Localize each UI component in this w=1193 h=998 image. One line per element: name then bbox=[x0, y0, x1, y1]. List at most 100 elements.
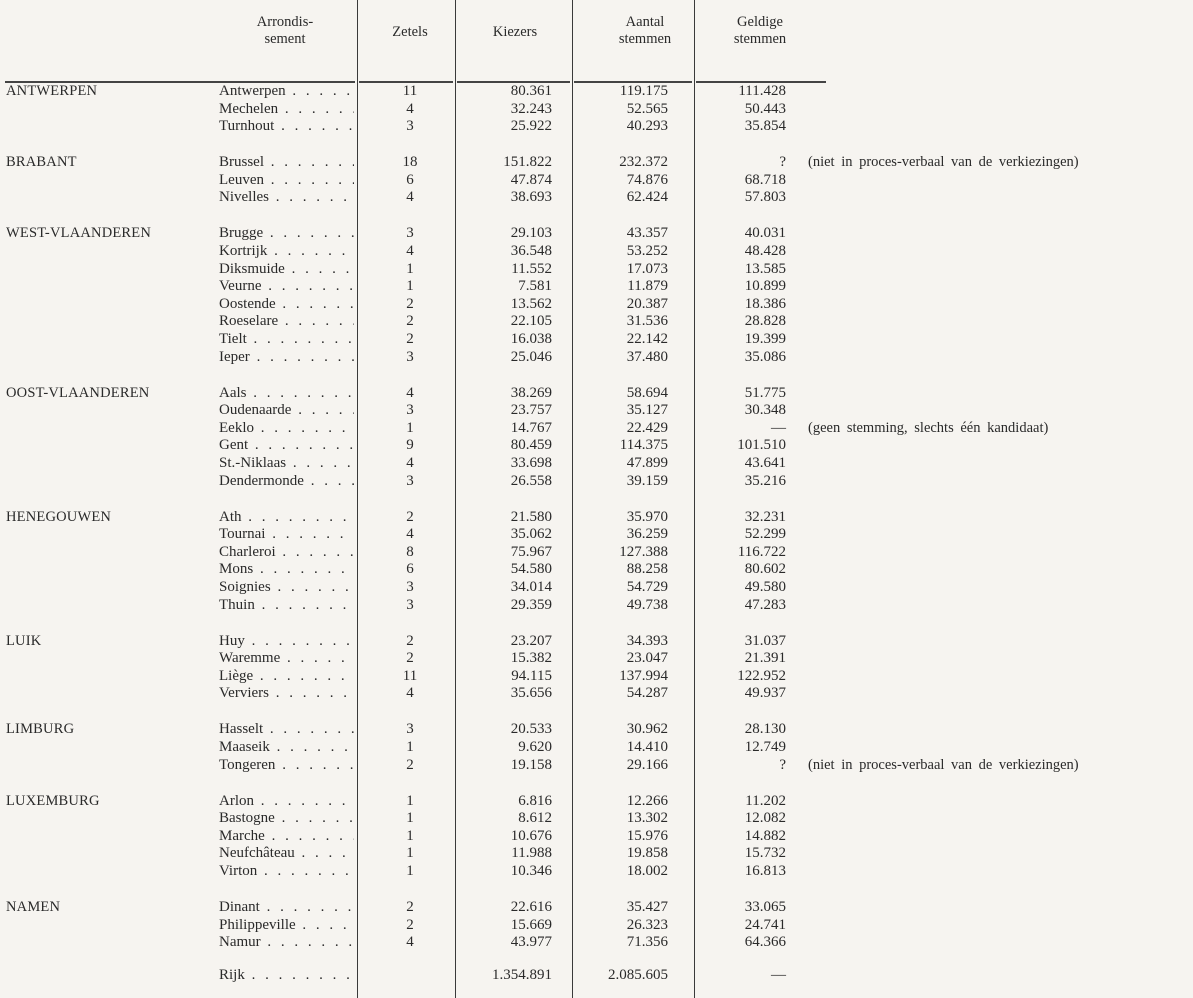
kiezers-value: 20.533 bbox=[510, 721, 552, 738]
geldige-stemmen-value: 49.937 bbox=[744, 685, 786, 702]
arrondissement-name: Verviers bbox=[219, 685, 354, 702]
geldige-stemmen-value: 28.828 bbox=[744, 313, 786, 330]
arrondissement-name: Leuven bbox=[219, 172, 354, 189]
aantal-stemmen-value: 29.166 bbox=[626, 756, 668, 773]
arrondissement-name: Nivelles bbox=[219, 189, 354, 206]
kiezers-value: 16.038 bbox=[510, 331, 552, 347]
geldige-stemmen-value: 51.775 bbox=[744, 384, 786, 401]
province-name: OOST-VLAANDEREN bbox=[6, 384, 150, 401]
zetels-value: 8 bbox=[406, 543, 414, 560]
arrondissement-name: Ieper bbox=[219, 349, 354, 366]
zetels-value: 3 bbox=[406, 472, 414, 489]
row-note: (niet in proces-verbaal van de verkiezin… bbox=[808, 154, 1079, 171]
header-rule bbox=[5, 81, 355, 83]
province-name: WEST-VLAANDEREN bbox=[6, 225, 152, 242]
aantal-stemmen-value: 34.393 bbox=[626, 632, 668, 649]
kiezers-value: 80.361 bbox=[510, 83, 552, 99]
arrondissement-name: Diksmuide bbox=[219, 261, 354, 278]
kiezers-value: 15.669 bbox=[510, 916, 552, 933]
geldige-stemmen-value: 21.391 bbox=[744, 650, 786, 667]
arrondissement-name: Oostende bbox=[219, 296, 354, 313]
aantal-stemmen-value: 35.427 bbox=[626, 899, 668, 915]
geldige-stemmen-value: 111.428 bbox=[738, 83, 786, 99]
zetels-value: 2 bbox=[406, 899, 414, 915]
arrondissement-name: Hasselt bbox=[219, 721, 354, 738]
province-name: LUIK bbox=[6, 632, 42, 649]
geldige-stemmen-value: ? bbox=[779, 756, 786, 773]
header-line: stemmen bbox=[733, 31, 787, 47]
kiezers-value: 8.612 bbox=[518, 810, 552, 827]
header-rule bbox=[574, 81, 692, 83]
kiezers-value: 23.207 bbox=[510, 632, 552, 649]
arrondissement-name: Dinant bbox=[219, 899, 354, 916]
kiezers-value: 33.698 bbox=[510, 455, 552, 471]
aantal-stemmen-value: 18.002 bbox=[626, 863, 668, 879]
zetels-value: 3 bbox=[406, 596, 414, 613]
geldige-stemmen-value: 40.031 bbox=[744, 225, 786, 242]
zetels-value: 1 bbox=[406, 810, 414, 827]
geldige-stemmen-value: 32.231 bbox=[744, 508, 786, 525]
zetels-value: 2 bbox=[406, 508, 414, 525]
kiezers-value: 43.977 bbox=[510, 934, 552, 951]
arrondissement-name: Arlon bbox=[219, 793, 354, 810]
kiezers-value: 35.656 bbox=[510, 685, 552, 702]
row-note: (niet in proces-verbaal van de verkiezin… bbox=[808, 756, 1079, 773]
zetels-value: 1 bbox=[406, 739, 414, 755]
geldige-stemmen-value: 43.641 bbox=[744, 455, 786, 471]
zetels-value: 2 bbox=[406, 650, 414, 667]
geldige-stemmen-value: 30.348 bbox=[744, 402, 786, 419]
arrondissement-name: Liège bbox=[219, 668, 354, 685]
zetels-value: 9 bbox=[406, 437, 414, 454]
zetels-value: 4 bbox=[406, 243, 414, 259]
zetels-value: 1 bbox=[406, 278, 414, 295]
geldige-stemmen-value: 50.443 bbox=[744, 100, 786, 117]
kiezers-value: 34.014 bbox=[510, 579, 552, 595]
arrondissement-name: Neufchâteau bbox=[219, 845, 354, 862]
kiezers-value: 10.676 bbox=[510, 827, 552, 844]
zetels-value: 3 bbox=[406, 225, 414, 242]
zetels-value: 4 bbox=[406, 526, 414, 543]
arrondissement-name: Mons bbox=[219, 561, 354, 578]
aantal-stemmen-value: 13.302 bbox=[626, 810, 668, 827]
aantal-stemmen-value: 58.694 bbox=[626, 384, 668, 401]
aantal-stemmen-value: 47.899 bbox=[626, 455, 668, 471]
zetels-value: 2 bbox=[406, 916, 414, 933]
arrondissement-name: Huy bbox=[219, 633, 354, 650]
kiezers-value: 35.062 bbox=[510, 526, 552, 543]
geldige-stemmen-value: 28.130 bbox=[744, 721, 786, 738]
kiezers-value: 6.816 bbox=[518, 792, 552, 809]
kiezers-value: 23.757 bbox=[510, 402, 552, 419]
arrondissement-name: Tournai bbox=[219, 526, 354, 543]
zetels-value: 3 bbox=[406, 402, 414, 419]
aantal-stemmen-value: 88.258 bbox=[626, 561, 668, 578]
geldige-stemmen-value: 35.854 bbox=[744, 118, 786, 135]
column-rule bbox=[455, 0, 457, 998]
arrondissement-name: Virton bbox=[219, 863, 354, 880]
kiezers-value: 21.580 bbox=[510, 508, 552, 525]
header-line: Arrondis- bbox=[256, 14, 314, 30]
header-kiezers: Kiezers bbox=[492, 24, 538, 40]
aantal-stemmen-value: 31.536 bbox=[626, 313, 668, 330]
kiezers-value: 11.552 bbox=[511, 260, 552, 277]
aantal-stemmen-value: 53.252 bbox=[626, 243, 668, 259]
kiezers-value: 94.115 bbox=[511, 667, 552, 684]
zetels-value: 6 bbox=[406, 171, 414, 188]
arrondissement-name: Ath bbox=[219, 509, 354, 526]
aantal-stemmen-value: 43.357 bbox=[626, 225, 668, 242]
aantal-stemmen-value: 37.480 bbox=[626, 348, 668, 365]
kiezers-value: 25.046 bbox=[510, 348, 552, 365]
geldige-stemmen-value: 101.510 bbox=[737, 437, 786, 454]
province-name: LIMBURG bbox=[6, 721, 75, 738]
geldige-stemmen-value: ? bbox=[779, 154, 786, 171]
province-name: ANTWERPEN bbox=[6, 83, 98, 99]
aantal-stemmen-value: 40.293 bbox=[626, 118, 668, 135]
geldige-stemmen-value: 13.585 bbox=[744, 260, 786, 277]
column-rule bbox=[572, 0, 574, 998]
kiezers-value: 1.354.891 bbox=[492, 967, 552, 984]
arrondissement-name: Philippeville bbox=[219, 917, 354, 934]
aantal-stemmen-value: 23.047 bbox=[626, 650, 668, 667]
zetels-value: 4 bbox=[406, 685, 414, 702]
zetels-value: 2 bbox=[406, 756, 414, 773]
aantal-stemmen-value: 62.424 bbox=[626, 189, 668, 206]
geldige-stemmen-value: 52.299 bbox=[744, 526, 786, 543]
